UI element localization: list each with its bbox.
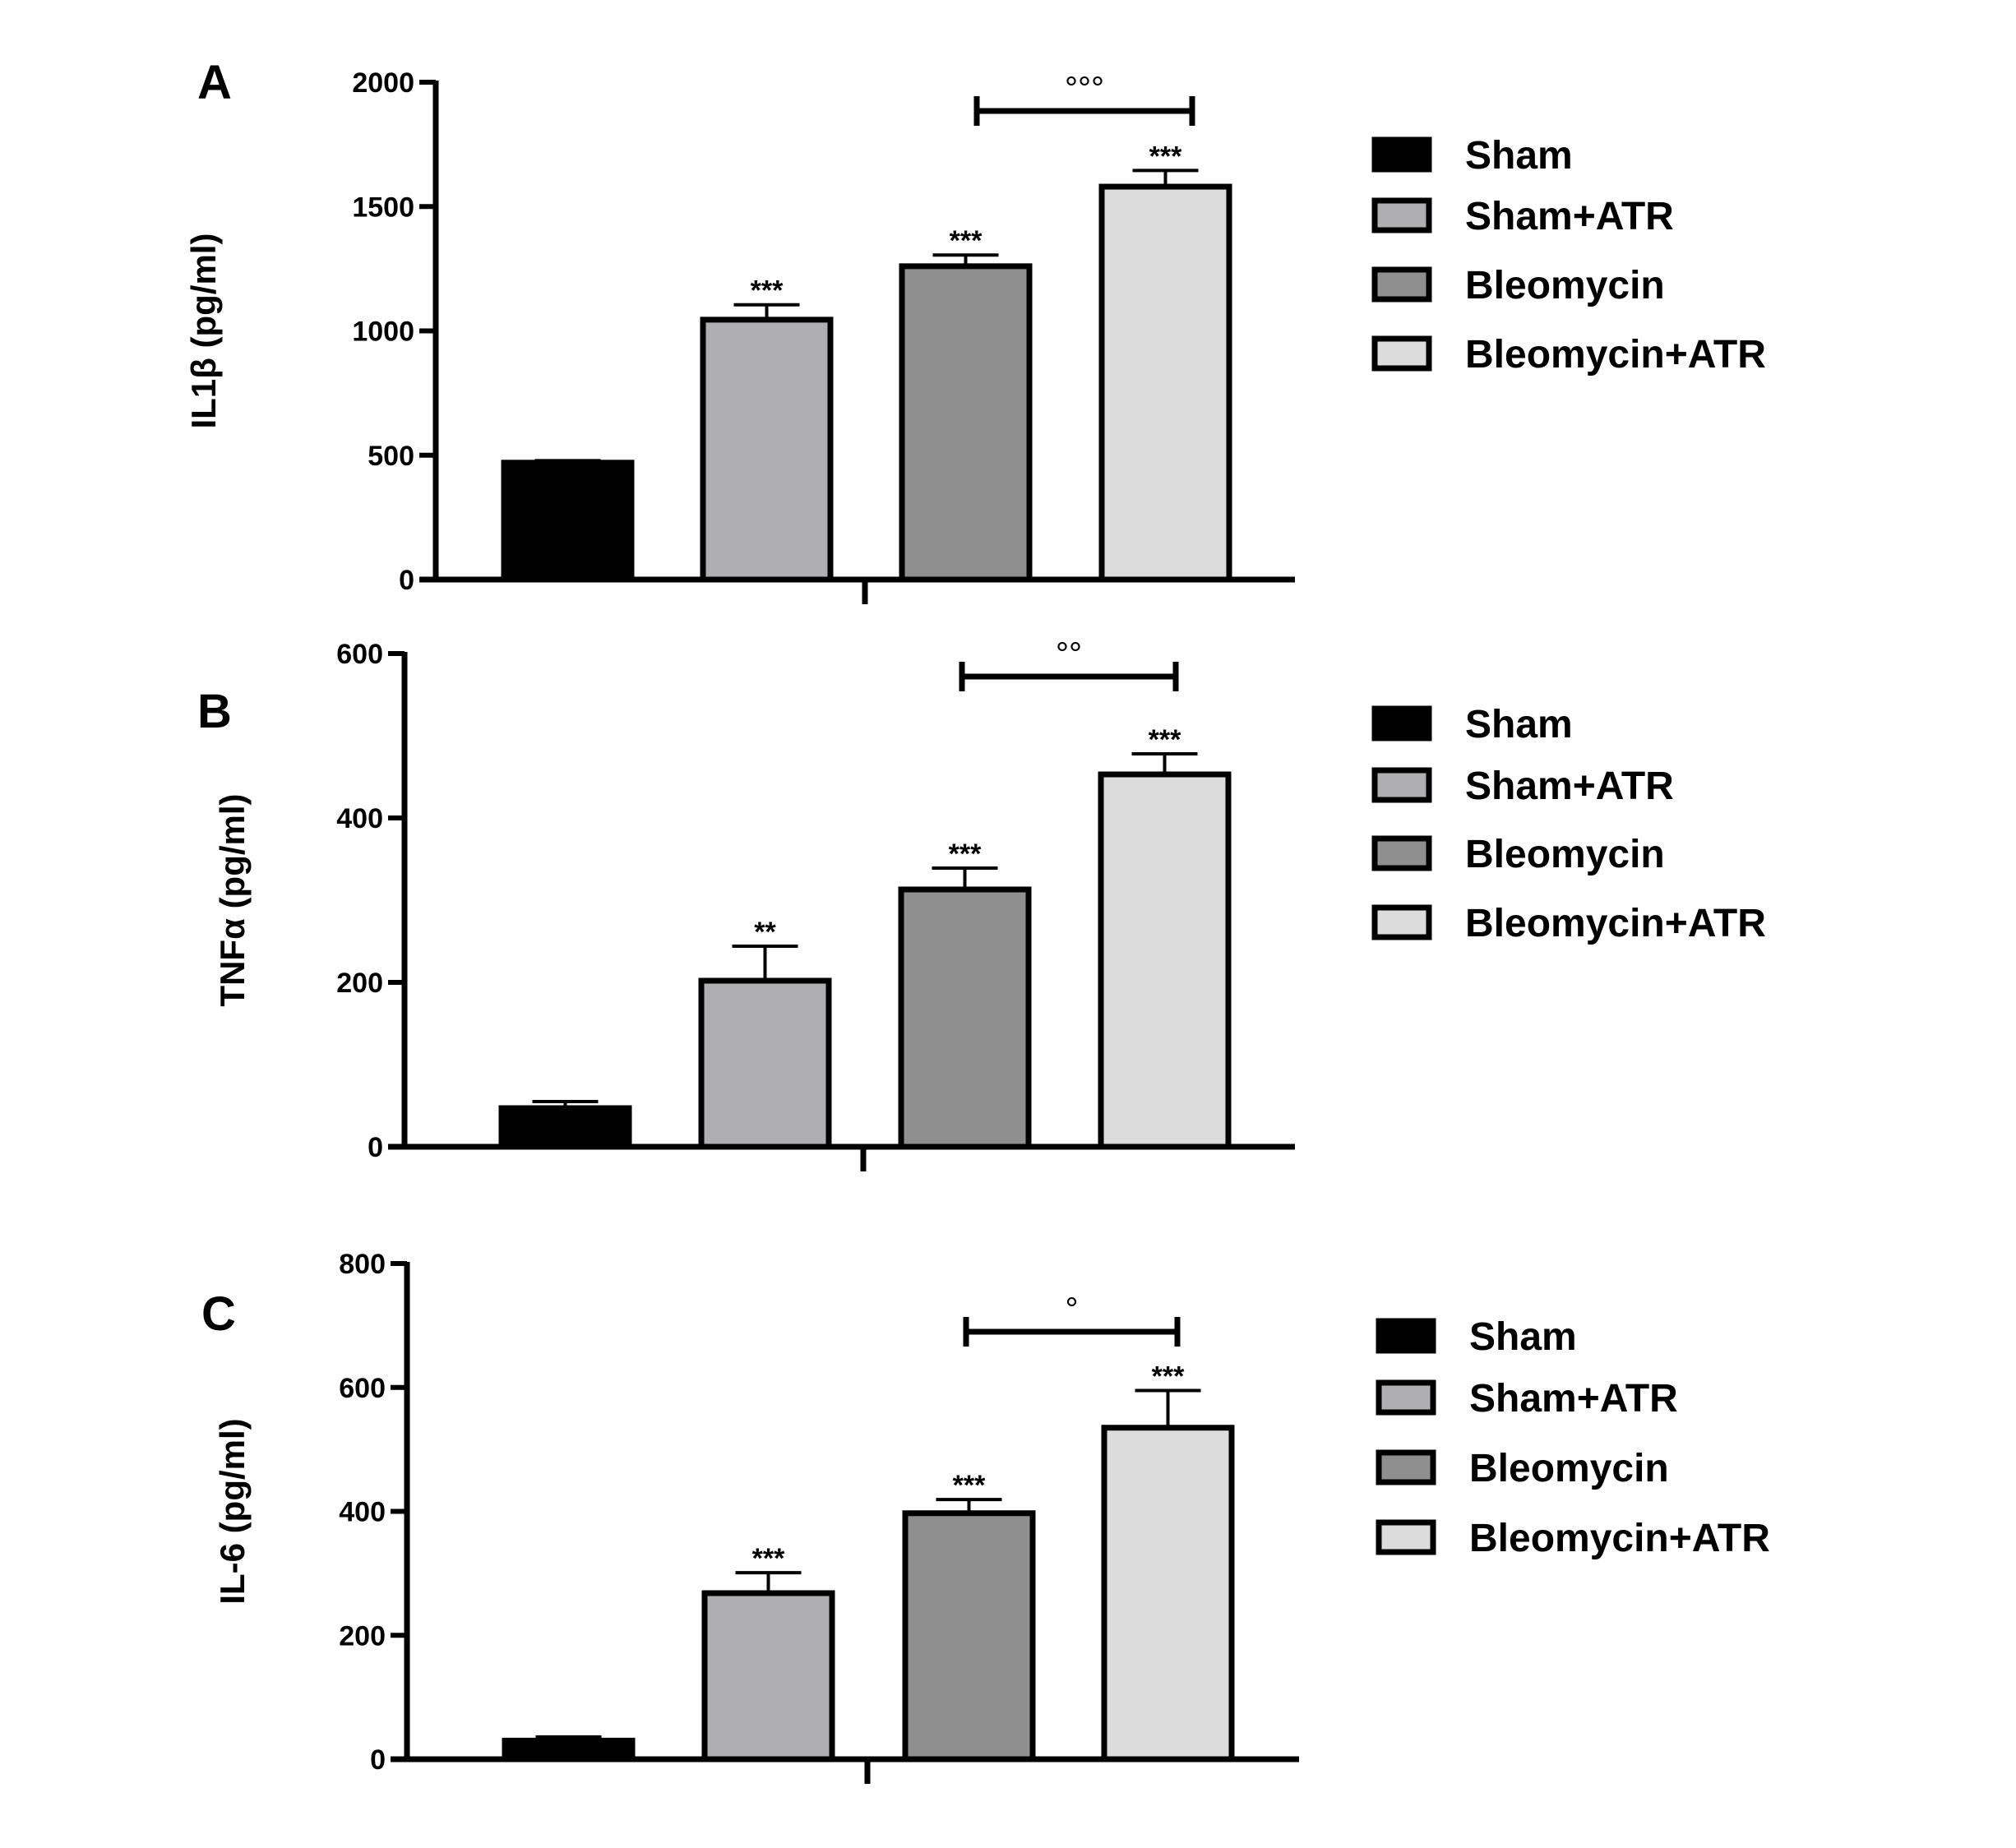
legend-swatch <box>1371 136 1432 173</box>
legend-label: Sham+ATR <box>1469 1377 1678 1421</box>
bar-bleomycin-atr <box>1098 183 1232 583</box>
legend-swatch <box>1371 705 1432 742</box>
bar-bleomycin <box>898 886 1032 1150</box>
legend-swatch <box>1371 335 1432 372</box>
bar-bleomycin <box>902 1510 1036 1763</box>
legend-swatch <box>1371 904 1432 940</box>
bar-sham-atr <box>701 1590 835 1763</box>
bracket-significance-label: ° <box>1066 1291 1079 1328</box>
bar-sham-atr <box>700 316 834 583</box>
legend-swatch <box>1371 767 1432 803</box>
y-axis-label: TNFα (pg/ml) <box>213 793 252 1006</box>
legend-swatch <box>1371 197 1432 233</box>
significance-label: ** <box>754 917 776 948</box>
significance-label: *** <box>950 225 983 256</box>
y-tick-label: 600 <box>339 1373 386 1404</box>
y-tick-label: 600 <box>336 639 383 670</box>
significance-label: *** <box>1149 724 1181 755</box>
legend-label: Bleomycin+ATR <box>1465 902 1766 945</box>
y-tick-label: 400 <box>339 1497 386 1528</box>
legend-label: Bleomycin <box>1465 264 1665 307</box>
y-tick-label: 200 <box>336 968 383 999</box>
panel-letter: B <box>197 685 232 738</box>
significance-label: *** <box>949 839 982 870</box>
legend-label: Sham <box>1465 703 1573 746</box>
legend-swatch <box>1371 835 1432 871</box>
significance-label: *** <box>953 1470 986 1501</box>
legend-label: Sham+ATR <box>1465 765 1674 808</box>
bar-bleomycin-atr <box>1098 771 1232 1150</box>
legend-label: Sham <box>1469 1315 1577 1359</box>
panel-letter: C <box>201 1287 236 1341</box>
y-tick-label: 400 <box>336 803 383 834</box>
legend-swatch <box>1376 1449 1436 1485</box>
legend-label: Bleomycin+ATR <box>1469 1517 1770 1560</box>
bracket-significance-label: °°° <box>1065 71 1104 107</box>
bar-bleomycin <box>899 263 1033 583</box>
y-axis-label: IL-6 (pg/ml) <box>213 1418 252 1604</box>
legend-label: Bleomycin <box>1465 833 1665 876</box>
significance-label: *** <box>1152 1361 1185 1393</box>
significance-label: *** <box>752 1543 785 1574</box>
bar-sham <box>501 460 635 583</box>
bracket-significance-label: °° <box>1056 636 1082 672</box>
legend-label: Bleomycin <box>1469 1447 1669 1490</box>
bar-sham <box>498 1105 632 1150</box>
legend-label: Bleomycin+ATR <box>1465 333 1766 377</box>
y-tick-label: 0 <box>368 1132 383 1163</box>
legend-swatch <box>1376 1318 1436 1354</box>
legend-swatch <box>1371 266 1432 303</box>
bar-sham <box>502 1737 636 1763</box>
y-tick-label: 2000 <box>352 67 414 99</box>
y-tick-label: 0 <box>399 565 414 596</box>
significance-label: *** <box>1149 141 1182 172</box>
y-tick-label: 1000 <box>352 316 414 348</box>
bar-sham-atr <box>698 977 832 1150</box>
y-tick-label: 800 <box>339 1249 386 1280</box>
legend-swatch <box>1376 1379 1436 1416</box>
y-axis-label: IL1β (pg/ml) <box>184 233 223 429</box>
y-tick-label: 1500 <box>352 192 414 223</box>
panel-a: A IL1β (pg/ml) 0 500 1000 1500 2000 *** *** *** °°… <box>184 56 1766 604</box>
legend-label: Sham+ATR <box>1465 195 1674 238</box>
y-tick-label: 0 <box>370 1744 386 1776</box>
legend-label: Sham <box>1465 134 1573 178</box>
panel-letter: A <box>197 56 232 109</box>
y-tick-label: 500 <box>368 441 414 472</box>
y-tick-label: 200 <box>339 1620 386 1652</box>
panel-c: C IL-6 (pg/ml) 0 200 400 600 800 *** *** *** ° Sham… <box>201 1249 1770 1784</box>
bar-bleomycin-atr <box>1101 1425 1235 1763</box>
significance-label: *** <box>751 275 784 307</box>
legend-swatch <box>1376 1519 1436 1555</box>
